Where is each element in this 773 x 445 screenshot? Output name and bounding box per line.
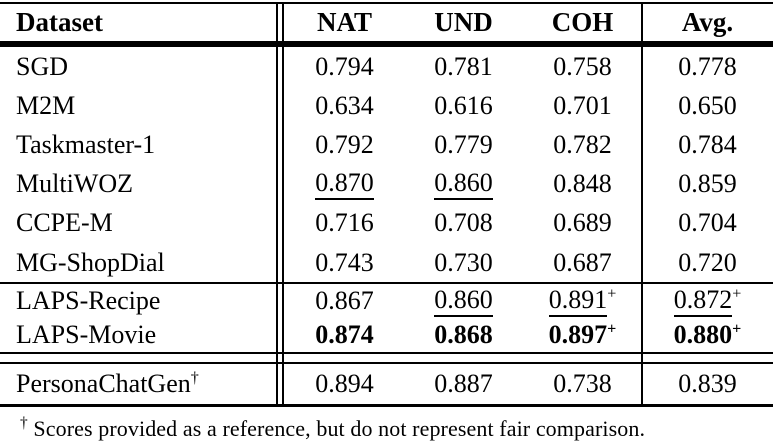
table-footnote: † Scores provided as a reference, but do… bbox=[0, 407, 773, 442]
score-cell: 0.650 bbox=[678, 90, 737, 120]
table-row: MG-ShopDial 0.743 0.730 0.687 0.720 bbox=[0, 243, 773, 282]
underlined-score: 0.860 bbox=[434, 286, 493, 318]
score-cell: 0.634 bbox=[315, 90, 374, 120]
table-row: Taskmaster-1 0.792 0.779 0.782 0.784 bbox=[0, 125, 773, 164]
score-cell: 0.781 bbox=[434, 51, 493, 81]
score-cell: 0.872+ bbox=[642, 285, 773, 318]
dagger-icon: † bbox=[20, 414, 28, 432]
score-cell: 0.891+ bbox=[523, 285, 642, 318]
dataset-label: SGD bbox=[16, 51, 69, 81]
dagger-superscript: † bbox=[190, 369, 199, 387]
score-cell: 0.848 bbox=[553, 169, 612, 199]
dataset-label: LAPS-Recipe bbox=[16, 286, 161, 316]
plus-superscript: + bbox=[607, 320, 617, 338]
score-cell: 0.782 bbox=[553, 129, 612, 159]
score-cell: 0.743 bbox=[315, 247, 374, 277]
score-cell: 0.616 bbox=[434, 90, 493, 120]
score-cell: 0.860 bbox=[404, 168, 523, 201]
footnote-text: Scores provided as a reference, but do n… bbox=[27, 416, 646, 442]
score-cell: 0.689 bbox=[553, 208, 612, 238]
score-cell: 0.778 bbox=[678, 51, 737, 81]
table-row: PersonaChatGen† 0.894 0.887 0.738 0.839 bbox=[0, 364, 773, 404]
score-cell: 0.867 bbox=[315, 286, 374, 316]
score-cell: 0.870 bbox=[285, 168, 404, 201]
score-cell: 0.874 bbox=[315, 320, 374, 350]
header-avg: Avg. bbox=[681, 7, 734, 37]
score-cell: 0.730 bbox=[434, 247, 493, 277]
header-nat: NAT bbox=[316, 7, 372, 37]
bold-score: 0.880 bbox=[673, 320, 733, 350]
score-cell: 0.794 bbox=[315, 51, 374, 81]
avg-vertical-rule bbox=[641, 2, 643, 407]
score-cell: 0.868 bbox=[434, 320, 493, 350]
table-row: LAPS-Movie 0.874 0.868 0.897+ 0.880+ bbox=[0, 318, 773, 352]
bold-score: 0.897 bbox=[548, 320, 608, 350]
score-cell: 0.701 bbox=[553, 90, 612, 120]
score-cell: 0.894 bbox=[315, 369, 374, 399]
header-und: UND bbox=[434, 7, 493, 37]
dataset-label: M2M bbox=[16, 90, 76, 120]
table-row: SGD 0.794 0.781 0.758 0.778 bbox=[0, 47, 773, 86]
plus-superscript: + bbox=[732, 285, 742, 303]
header-coh: COH bbox=[551, 7, 614, 37]
dataset-label: PersonaChatGen† bbox=[16, 369, 199, 399]
double-vertical-rule-left bbox=[276, 2, 278, 407]
score-cell: 0.708 bbox=[434, 208, 493, 238]
table-row: M2M 0.634 0.616 0.701 0.650 bbox=[0, 86, 773, 125]
score-cell: 0.704 bbox=[678, 208, 737, 238]
header-dataset: Dataset bbox=[16, 7, 103, 37]
section-rule bbox=[0, 282, 773, 285]
dataset-label: Taskmaster-1 bbox=[16, 129, 156, 159]
underlined-score: 0.870 bbox=[315, 169, 374, 201]
underlined-score: 0.872 bbox=[673, 286, 733, 318]
score-cell: 0.784 bbox=[678, 129, 737, 159]
dataset-label: CCPE-M bbox=[16, 208, 113, 238]
score-cell: 0.897+ bbox=[523, 320, 642, 350]
table-row: LAPS-Recipe 0.867 0.860 0.891+ 0.872+ bbox=[0, 284, 773, 318]
bottom-rule bbox=[0, 404, 773, 408]
double-rule bbox=[0, 352, 773, 365]
score-cell: 0.779 bbox=[434, 129, 493, 159]
dataset-label: MG-ShopDial bbox=[16, 247, 165, 277]
score-cell: 0.687 bbox=[553, 247, 612, 277]
score-cell: 0.720 bbox=[678, 247, 737, 277]
score-cell: 0.887 bbox=[434, 369, 493, 399]
table-header-row: Dataset NAT UND COH Avg. bbox=[0, 4, 773, 41]
dataset-label: LAPS-Movie bbox=[16, 320, 157, 350]
score-cell: 0.859 bbox=[678, 169, 737, 199]
plus-superscript: + bbox=[607, 285, 617, 303]
underlined-score: 0.860 bbox=[434, 169, 493, 201]
plus-superscript: + bbox=[732, 320, 742, 338]
table-row: MultiWOZ 0.870 0.860 0.848 0.859 bbox=[0, 165, 773, 204]
score-cell: 0.880+ bbox=[642, 320, 773, 350]
score-cell: 0.758 bbox=[553, 51, 612, 81]
score-cell: 0.839 bbox=[678, 369, 737, 399]
underlined-score: 0.891 bbox=[548, 286, 608, 318]
score-cell: 0.792 bbox=[315, 129, 374, 159]
double-vertical-rule-right bbox=[282, 2, 284, 407]
dataset-label: MultiWOZ bbox=[16, 169, 133, 199]
score-cell: 0.716 bbox=[315, 208, 374, 238]
header-rule bbox=[0, 41, 773, 47]
table-row: CCPE-M 0.716 0.708 0.689 0.704 bbox=[0, 204, 773, 243]
score-cell: 0.860 bbox=[404, 285, 523, 318]
top-rule bbox=[0, 2, 773, 4]
score-cell: 0.738 bbox=[553, 369, 612, 399]
